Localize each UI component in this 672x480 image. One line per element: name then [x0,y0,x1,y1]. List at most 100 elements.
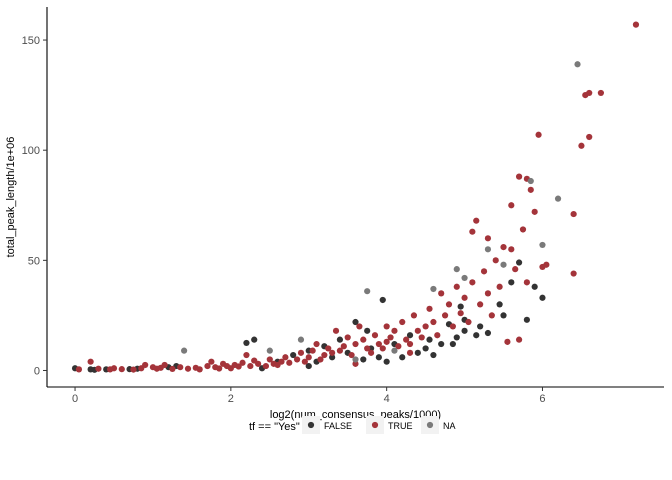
y-tick-label: 50 [28,255,40,267]
point-true [406,349,414,356]
point-na [352,356,359,363]
point-true [340,343,347,350]
point-false [508,279,515,286]
point-true [527,186,534,193]
point-na [500,261,507,268]
point-true [434,332,441,339]
point-true [204,362,211,370]
point-true [399,318,406,326]
point-true [196,366,203,373]
point-true [364,345,371,352]
point-true [169,365,176,373]
point-true [313,340,320,348]
point-true [352,340,359,348]
y-axis-title: total_peak_length/1e+06 [5,137,17,258]
y-axis-ticks: 0 50 100 150 [22,35,47,377]
point-false [364,327,371,334]
point-true [414,327,421,334]
legend-swatch-true [371,421,379,429]
point-na [484,246,492,253]
point-true [469,228,476,235]
point-false [496,301,503,308]
point-true [457,310,464,317]
point-true [395,343,402,350]
point-false [243,339,250,347]
x-tick-label: 6 [539,393,545,405]
point-true [208,358,215,365]
point-true [535,131,542,138]
point-false [352,318,359,326]
point-true [177,364,184,371]
point-true [410,312,418,319]
point-false [383,358,390,365]
point-true [317,356,324,363]
point-false [449,340,456,348]
point-true [406,340,414,348]
point-true [239,359,246,366]
point-true [523,279,530,286]
point-na [453,266,460,273]
x-tick-label: 4 [384,393,390,405]
y-tick-label: 150 [22,35,40,47]
point-true [216,365,223,372]
point-false [251,336,258,343]
point-false [305,362,312,370]
point-true [278,358,285,365]
point-na [430,285,437,293]
point-na [181,347,188,354]
point-true [130,366,137,373]
legend-swatch-na [426,421,434,429]
point-true [508,246,515,253]
point-true [332,327,340,334]
point-false [422,345,429,352]
point-true [508,202,515,209]
point-true [480,268,488,275]
point-true [325,345,332,352]
point-false [426,336,433,343]
point-true [367,349,375,356]
point-false [500,312,507,319]
point-true [465,318,472,326]
point-true [243,351,250,359]
point-true [321,351,328,359]
points-layer [71,21,640,373]
point-na [461,274,468,282]
point-true [110,365,118,372]
point-true [142,361,149,369]
point-na [574,61,581,68]
point-true [531,208,538,215]
y-tick-label: 100 [22,145,40,157]
point-true [336,347,344,354]
point-true [118,366,125,373]
point-false [484,329,492,337]
point-true [453,283,460,290]
point-true [512,266,519,273]
point-true [371,332,379,339]
point-true [286,359,293,366]
point-na [539,241,546,249]
point-true [418,334,425,341]
legend: tf == "Yes" FALSE TRUE NA [249,416,456,434]
point-true [247,362,254,370]
point-false [523,316,530,323]
point-true [441,312,449,319]
point-false [414,349,421,356]
point-na [364,288,371,295]
point-true [492,257,499,264]
point-true [282,354,289,361]
point-false [453,334,460,341]
legend-label-false: FALSE [324,421,352,431]
legend-title: tf == "Yes" [249,421,300,433]
point-true [500,244,507,251]
point-true [348,351,355,359]
point-true [297,349,305,356]
point-true [266,356,273,363]
point-true [570,210,577,218]
point-false [438,340,445,348]
point-false [336,336,344,343]
point-true [586,89,593,97]
point-false [379,296,386,304]
point-true [445,301,453,308]
point-true [184,365,192,372]
